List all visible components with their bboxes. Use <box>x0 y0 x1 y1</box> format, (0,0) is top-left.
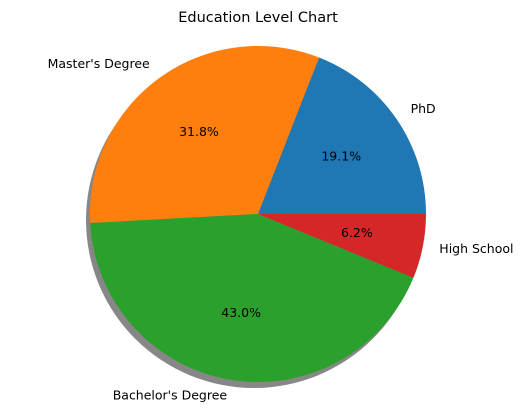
slice-pct-phd: 19.1% <box>321 149 361 164</box>
slice-label-master-s-degree: Master's Degree <box>48 56 150 71</box>
pie-label-layer: PhD 19.1% Master's Degree 31.8% Bachelor's D… <box>48 56 514 403</box>
slice-pct-high-school: 6.2% <box>341 225 373 240</box>
chart-title: Education Level Chart <box>178 10 338 26</box>
slice-label-bachelor-s-degree: Bachelor's Degree <box>113 388 228 403</box>
slice-pct-master-s-degree: 31.8% <box>179 124 219 139</box>
pie-slice-layer <box>90 45 426 382</box>
pie-slice-phd <box>258 57 426 214</box>
slice-label-phd: PhD <box>411 101 436 116</box>
slice-pct-bachelor-s-degree: 43.0% <box>221 305 261 320</box>
pie-slice-bachelor-s-degree <box>90 214 414 382</box>
pie-slice-master-s-degree <box>90 45 320 223</box>
slice-label-high-school: High School <box>439 241 513 256</box>
pie-slice-high-school <box>258 214 426 278</box>
